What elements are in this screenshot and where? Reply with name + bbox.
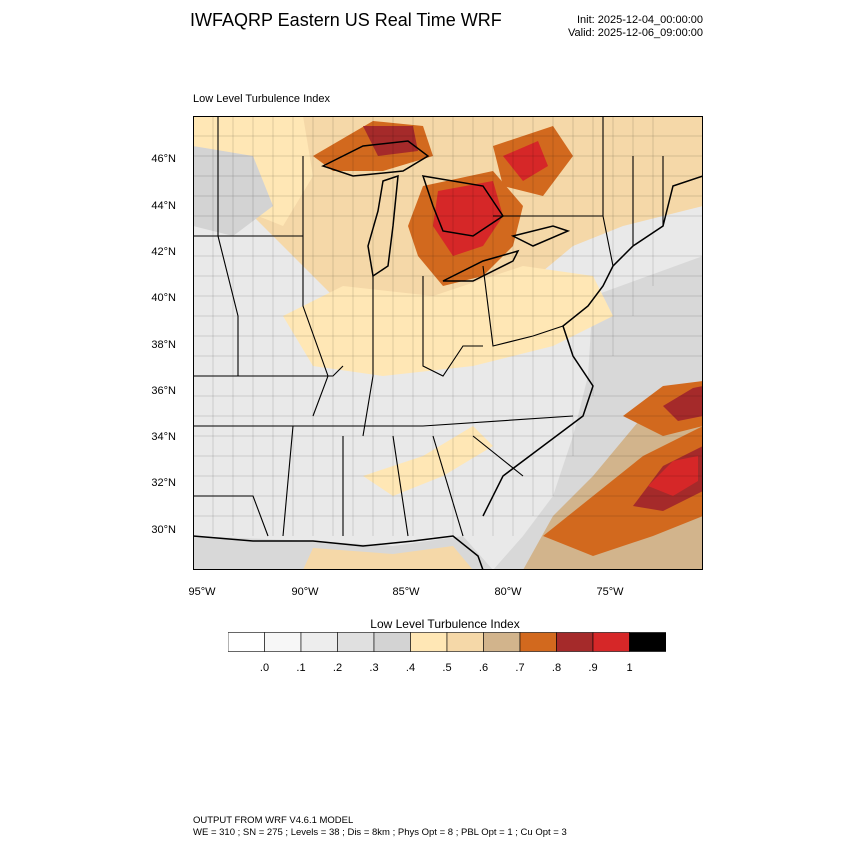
colorbar-tick-label: .5 bbox=[442, 662, 452, 674]
field-ocean-brown-2 bbox=[663, 386, 703, 421]
field-lakes-red bbox=[433, 181, 503, 256]
lake-ontario bbox=[510, 225, 571, 247]
colorbar-swatch bbox=[556, 632, 594, 652]
colorbar-tick-label: .0 bbox=[259, 662, 270, 674]
colorbar-tick-label: .8 bbox=[551, 662, 562, 674]
field-northeast-red bbox=[503, 141, 548, 181]
colorbar-tick-label: .6 bbox=[478, 662, 489, 674]
field-central-band bbox=[283, 266, 613, 376]
gulf-coastline bbox=[193, 535, 484, 570]
footer-line-1: OUTPUT FROM WRF V4.6.1 MODEL bbox=[193, 815, 354, 826]
colorbar-tick-label: .7 bbox=[515, 662, 525, 674]
field-title: Low Level Turbulence Index bbox=[193, 93, 330, 105]
colorbar-swatch bbox=[629, 632, 666, 652]
map-frame bbox=[193, 116, 703, 570]
plot-title: IWFAQRP Eastern US Real Time WRF bbox=[190, 10, 502, 30]
init-time: Init: 2025-12-04_00:00:00 bbox=[577, 14, 703, 26]
field-south-band bbox=[363, 426, 493, 496]
colorbar-swatch bbox=[264, 632, 302, 652]
field-gulf-tan bbox=[303, 546, 473, 570]
colorbar-title: Low Level Turbulence Index bbox=[370, 617, 520, 631]
lat-label-36: 36°N bbox=[151, 385, 176, 397]
colorbar-swatch bbox=[592, 632, 630, 652]
lon-label-75: 75°W bbox=[596, 586, 624, 598]
lon-label-90: 90°W bbox=[291, 586, 319, 598]
colorbar-tick-label: .4 bbox=[405, 662, 416, 674]
field-superior-brown bbox=[363, 126, 418, 156]
colorbar-tick-label: .9 bbox=[588, 662, 598, 674]
colorbar bbox=[228, 632, 666, 652]
colorbar-tick-label: 1 bbox=[626, 662, 633, 674]
field-ocean-orange bbox=[543, 426, 703, 556]
colorbar-swatch bbox=[337, 632, 375, 652]
colorbar-swatch bbox=[519, 632, 557, 652]
model-footer: OUTPUT FROM WRF V4.6.1 MODEL WE = 310 ; … bbox=[193, 815, 567, 839]
lon-label-85: 85°W bbox=[392, 586, 420, 598]
lon-label-95: 95°W bbox=[188, 586, 216, 598]
lat-label-42: 42°N bbox=[151, 246, 176, 258]
county-boundaries bbox=[193, 116, 703, 536]
lat-label-32: 32°N bbox=[151, 477, 176, 489]
lat-label-34: 34°N bbox=[151, 431, 176, 443]
lat-label-46: 46°N bbox=[151, 153, 176, 165]
colorbar-swatch bbox=[410, 632, 448, 652]
run-info: Init: 2025-12-04_00:00:00 Valid: 2025-12… bbox=[568, 14, 703, 40]
lon-label-80: 80°W bbox=[494, 586, 522, 598]
colorbar-swatch bbox=[483, 632, 521, 652]
valid-time: Valid: 2025-12-06_09:00:00 bbox=[568, 27, 703, 39]
colorbar-swatch bbox=[446, 632, 484, 652]
colorbar-swatch bbox=[228, 632, 265, 652]
lake-michigan bbox=[367, 174, 399, 278]
turbulence-map bbox=[193, 116, 703, 570]
colorbar-swatch bbox=[373, 632, 411, 652]
footer-line-2: WE = 310 ; SN = 275 ; Levels = 38 ; Dis … bbox=[193, 827, 567, 838]
colorbar-tick-label: .1 bbox=[296, 662, 306, 674]
colorbar-tick-label: .3 bbox=[369, 662, 379, 674]
lat-label-44: 44°N bbox=[151, 200, 176, 212]
lat-label-40: 40°N bbox=[151, 292, 176, 304]
colorbar-tick-label: .2 bbox=[332, 662, 343, 674]
lat-label-38: 38°N bbox=[151, 339, 176, 351]
lat-label-30: 30°N bbox=[151, 524, 176, 536]
colorbar-swatch bbox=[300, 632, 338, 652]
